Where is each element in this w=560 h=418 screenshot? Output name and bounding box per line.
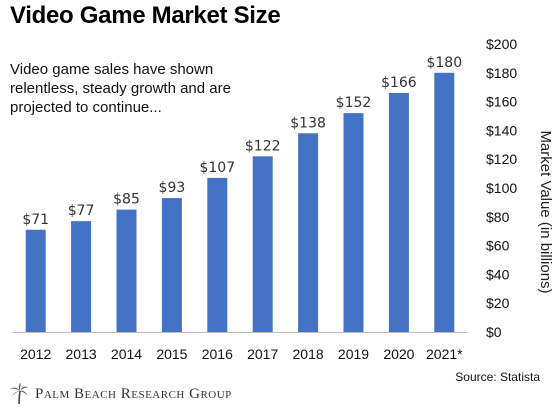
brand-name: Palm Beach Research Group xyxy=(35,385,232,402)
x-tick-label: 2014 xyxy=(111,346,142,362)
y-tick-label: $0 xyxy=(486,324,502,340)
data-label: $71 xyxy=(22,212,49,228)
bar xyxy=(116,209,137,332)
data-label: $122 xyxy=(245,138,281,154)
bar xyxy=(298,133,319,332)
y-axis: $0 $20 $40 $60 $80 $100 $120 $140 $160 $180 $200 xyxy=(486,36,517,340)
bar xyxy=(434,72,455,333)
y-tick-label: $20 xyxy=(486,295,510,311)
y-tick-label: $80 xyxy=(486,209,510,225)
source-note: Source: Statista xyxy=(455,370,540,384)
data-label: $138 xyxy=(290,115,326,131)
x-tick-label: 2012 xyxy=(20,346,51,362)
data-label: $77 xyxy=(68,203,95,219)
x-tick-label: 2019 xyxy=(338,346,369,362)
data-label: $107 xyxy=(199,160,235,176)
bar xyxy=(343,113,364,333)
data-label: $152 xyxy=(336,95,372,111)
x-tick-label: 2016 xyxy=(202,346,233,362)
data-label: $180 xyxy=(426,55,462,71)
brand-footer: Palm Beach Research Group xyxy=(9,383,232,405)
y-tick-label: $140 xyxy=(486,122,517,138)
x-axis: 2012 2013 2014 2015 2016 2017 2018 2019 2020 2021… xyxy=(13,332,467,362)
y-axis-title: Market Value (in billions) xyxy=(537,130,554,293)
y-tick-label: $160 xyxy=(486,94,517,110)
x-tick-label: 2020 xyxy=(383,346,414,362)
chart-title: Video Game Market Size xyxy=(10,2,281,29)
bar xyxy=(161,198,182,332)
bar xyxy=(207,177,228,332)
y-tick-label: $60 xyxy=(486,238,510,254)
y-tick-label: $100 xyxy=(486,180,517,196)
data-label: $166 xyxy=(381,75,417,91)
y-tick-label: $180 xyxy=(486,65,517,81)
palm-tree-icon xyxy=(10,383,28,405)
bars-group xyxy=(25,72,455,333)
bar xyxy=(71,221,92,332)
x-tick-label: 2017 xyxy=(247,346,278,362)
x-tick-label: 2018 xyxy=(293,346,324,362)
bar xyxy=(252,156,273,332)
x-tick-label: 2021* xyxy=(426,346,463,362)
chart-subtitle: Video game sales have shown relentless, … xyxy=(10,61,231,116)
data-label: $93 xyxy=(159,180,186,196)
bar xyxy=(25,229,46,332)
x-tick-label: 2015 xyxy=(156,346,187,362)
y-tick-label: $200 xyxy=(486,36,517,52)
y-tick-label: $120 xyxy=(486,151,517,167)
bar xyxy=(388,92,409,333)
x-tick-label: 2013 xyxy=(66,346,97,362)
data-label: $85 xyxy=(113,192,140,208)
y-tick-label: $40 xyxy=(486,266,510,282)
data-labels-group: $71 $77 $85 $93 $107 $122 $138 $152 $166 $180 xyxy=(22,55,462,228)
